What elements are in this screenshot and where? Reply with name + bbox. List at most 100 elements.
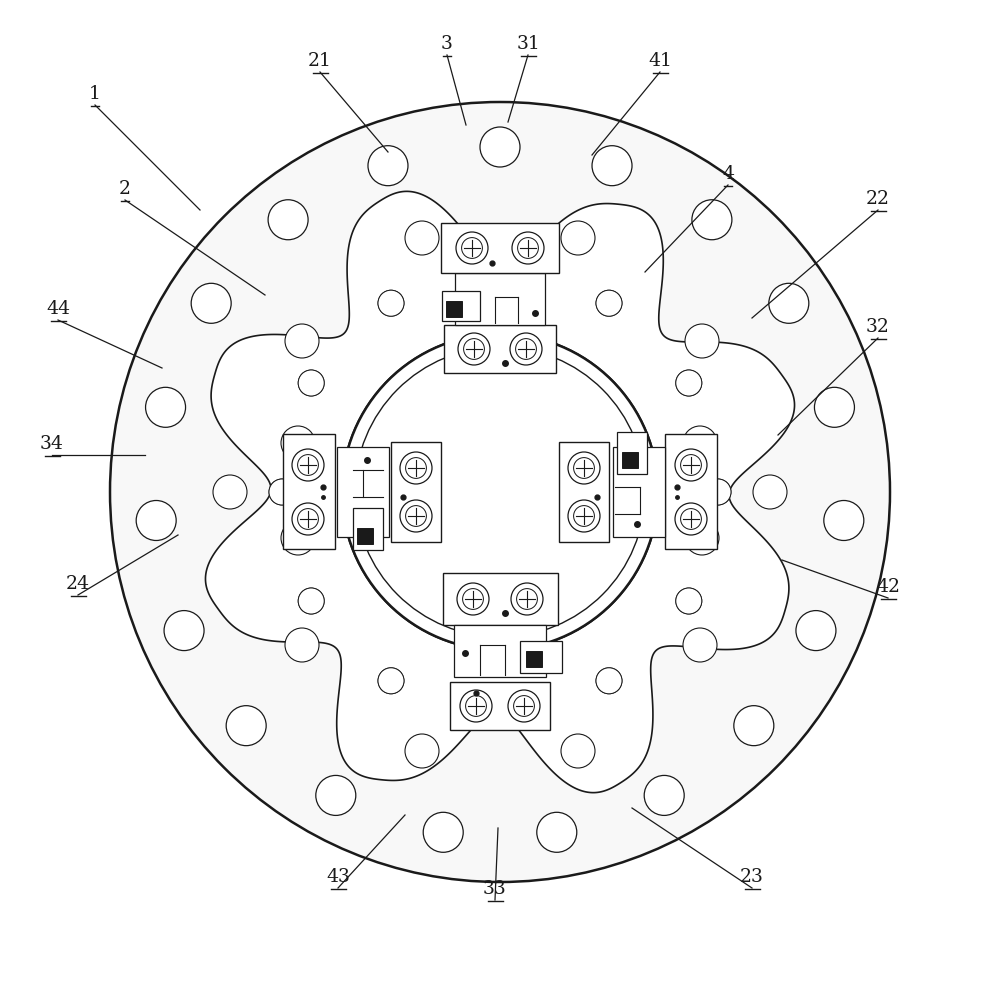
Circle shape (568, 500, 600, 532)
Circle shape (368, 145, 408, 186)
Circle shape (460, 690, 492, 722)
Circle shape (378, 290, 404, 317)
Circle shape (268, 200, 308, 240)
Circle shape (675, 449, 707, 481)
Circle shape (705, 479, 731, 505)
Bar (454, 625, 546, 677)
Circle shape (561, 221, 595, 255)
Circle shape (685, 521, 719, 555)
Bar (446, 301, 462, 317)
Circle shape (683, 628, 717, 662)
Circle shape (596, 290, 622, 317)
Circle shape (676, 588, 702, 614)
Circle shape (457, 583, 489, 615)
Circle shape (213, 475, 247, 509)
Circle shape (596, 667, 622, 694)
Circle shape (342, 334, 658, 650)
Circle shape (316, 776, 356, 816)
Circle shape (298, 588, 324, 614)
Circle shape (734, 706, 774, 746)
Circle shape (596, 667, 622, 694)
Circle shape (537, 812, 577, 852)
Bar (665, 434, 717, 549)
Text: 21: 21 (308, 52, 332, 70)
Bar (444, 325, 556, 373)
Circle shape (568, 452, 600, 484)
Circle shape (342, 334, 658, 650)
Circle shape (675, 503, 707, 535)
Circle shape (164, 610, 204, 651)
Bar (559, 442, 609, 542)
Circle shape (676, 588, 702, 614)
Circle shape (292, 449, 324, 481)
Polygon shape (205, 192, 795, 792)
Text: 32: 32 (866, 318, 890, 336)
Text: 34: 34 (40, 435, 64, 453)
Bar (391, 442, 441, 542)
Circle shape (705, 479, 731, 505)
Circle shape (269, 479, 295, 505)
Circle shape (676, 370, 702, 396)
Circle shape (512, 232, 544, 264)
Circle shape (692, 200, 732, 240)
Circle shape (561, 734, 595, 768)
Circle shape (480, 127, 520, 167)
Circle shape (146, 387, 186, 428)
Circle shape (456, 232, 488, 264)
Circle shape (292, 503, 324, 535)
Bar (455, 273, 545, 325)
Circle shape (796, 610, 836, 651)
Circle shape (269, 479, 295, 505)
Circle shape (814, 387, 854, 428)
Circle shape (378, 290, 404, 317)
Circle shape (378, 667, 404, 694)
Circle shape (824, 500, 864, 541)
Circle shape (405, 734, 439, 768)
Circle shape (405, 221, 439, 255)
Circle shape (285, 324, 319, 358)
Bar (617, 432, 647, 474)
Circle shape (596, 290, 622, 317)
Circle shape (298, 370, 324, 396)
Circle shape (400, 452, 432, 484)
Circle shape (281, 521, 315, 555)
Bar (520, 641, 562, 673)
Circle shape (676, 370, 702, 396)
Circle shape (685, 324, 719, 358)
Text: 1: 1 (89, 85, 101, 103)
Bar (441, 223, 559, 273)
Circle shape (487, 261, 513, 287)
Text: 41: 41 (648, 52, 672, 70)
Circle shape (423, 812, 463, 852)
Circle shape (110, 102, 890, 882)
Bar (443, 573, 558, 625)
Bar (622, 452, 638, 468)
Circle shape (487, 261, 513, 287)
Text: 31: 31 (516, 35, 540, 53)
Circle shape (226, 706, 266, 746)
Bar (357, 528, 373, 544)
Circle shape (298, 588, 324, 614)
Bar (526, 651, 542, 667)
Circle shape (487, 697, 513, 723)
Circle shape (298, 370, 324, 396)
Circle shape (191, 283, 231, 323)
Text: 43: 43 (326, 868, 350, 886)
Bar (613, 447, 665, 537)
Circle shape (753, 475, 787, 509)
Circle shape (458, 333, 490, 365)
Circle shape (487, 697, 513, 723)
Text: 3: 3 (441, 35, 453, 53)
Circle shape (285, 628, 319, 662)
Circle shape (644, 776, 684, 816)
Bar (283, 434, 335, 549)
Circle shape (510, 333, 542, 365)
Bar (450, 682, 550, 730)
Text: 24: 24 (66, 575, 90, 593)
Text: 44: 44 (46, 300, 70, 318)
Circle shape (281, 426, 315, 460)
Circle shape (683, 426, 717, 460)
Circle shape (378, 667, 404, 694)
Circle shape (592, 145, 632, 186)
Circle shape (136, 500, 176, 541)
